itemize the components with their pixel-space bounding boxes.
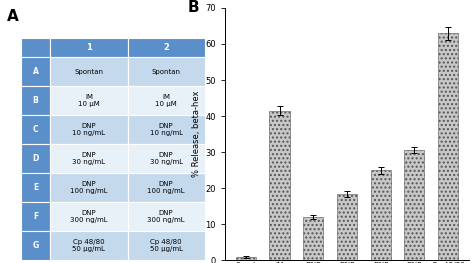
Text: DNP
10 ng/mL: DNP 10 ng/mL — [150, 123, 182, 136]
Bar — [303, 217, 323, 260]
Text: 1: 1 — [86, 43, 92, 52]
Text: G: G — [33, 241, 39, 250]
Text: Spontan: Spontan — [74, 69, 103, 75]
FancyBboxPatch shape — [50, 86, 128, 115]
FancyBboxPatch shape — [128, 86, 205, 115]
Bar — [371, 170, 391, 260]
Text: IM
10 μM: IM 10 μM — [78, 94, 100, 107]
FancyBboxPatch shape — [128, 115, 205, 144]
Text: E: E — [33, 183, 38, 192]
Y-axis label: % Release, beta-hex: % Release, beta-hex — [192, 91, 201, 177]
Text: C: C — [33, 125, 38, 134]
Text: B: B — [33, 96, 38, 105]
FancyBboxPatch shape — [50, 38, 128, 57]
Text: DNP
10 ng/mL: DNP 10 ng/mL — [73, 123, 106, 136]
Text: DNP
100 ng/mL: DNP 100 ng/mL — [147, 181, 185, 194]
FancyBboxPatch shape — [50, 144, 128, 173]
FancyBboxPatch shape — [128, 202, 205, 231]
Text: DNP
300 ng/mL: DNP 300 ng/mL — [147, 210, 185, 223]
FancyBboxPatch shape — [128, 57, 205, 86]
Text: A: A — [33, 67, 38, 76]
FancyBboxPatch shape — [21, 38, 50, 57]
Text: Spontan: Spontan — [152, 69, 181, 75]
FancyBboxPatch shape — [21, 144, 50, 173]
FancyBboxPatch shape — [50, 173, 128, 202]
Text: DNP
30 ng/mL: DNP 30 ng/mL — [150, 152, 182, 165]
FancyBboxPatch shape — [21, 231, 50, 260]
Bar — [270, 111, 290, 260]
Text: IM
10 μM: IM 10 μM — [155, 94, 177, 107]
FancyBboxPatch shape — [50, 115, 128, 144]
FancyBboxPatch shape — [50, 202, 128, 231]
Text: Cp 48/80
50 μg/mL: Cp 48/80 50 μg/mL — [73, 239, 105, 252]
FancyBboxPatch shape — [21, 115, 50, 144]
Bar — [438, 33, 458, 260]
Text: Cp 48/80
50 μg/mL: Cp 48/80 50 μg/mL — [150, 239, 182, 252]
Bar — [337, 194, 357, 260]
Text: DNP
100 ng/mL: DNP 100 ng/mL — [70, 181, 108, 194]
FancyBboxPatch shape — [50, 57, 128, 86]
Text: B: B — [188, 0, 200, 15]
Text: 2: 2 — [163, 43, 169, 52]
FancyBboxPatch shape — [128, 38, 205, 57]
FancyBboxPatch shape — [128, 173, 205, 202]
Text: D: D — [32, 154, 39, 163]
Bar — [236, 257, 256, 260]
Text: DNP
30 ng/mL: DNP 30 ng/mL — [73, 152, 106, 165]
FancyBboxPatch shape — [21, 202, 50, 231]
Text: F: F — [33, 212, 38, 221]
FancyBboxPatch shape — [50, 231, 128, 260]
FancyBboxPatch shape — [21, 86, 50, 115]
Text: DNP
300 ng/mL: DNP 300 ng/mL — [70, 210, 108, 223]
FancyBboxPatch shape — [128, 144, 205, 173]
Text: A: A — [7, 9, 18, 24]
FancyBboxPatch shape — [21, 57, 50, 86]
FancyBboxPatch shape — [128, 231, 205, 260]
FancyBboxPatch shape — [21, 173, 50, 202]
Bar — [404, 150, 424, 260]
